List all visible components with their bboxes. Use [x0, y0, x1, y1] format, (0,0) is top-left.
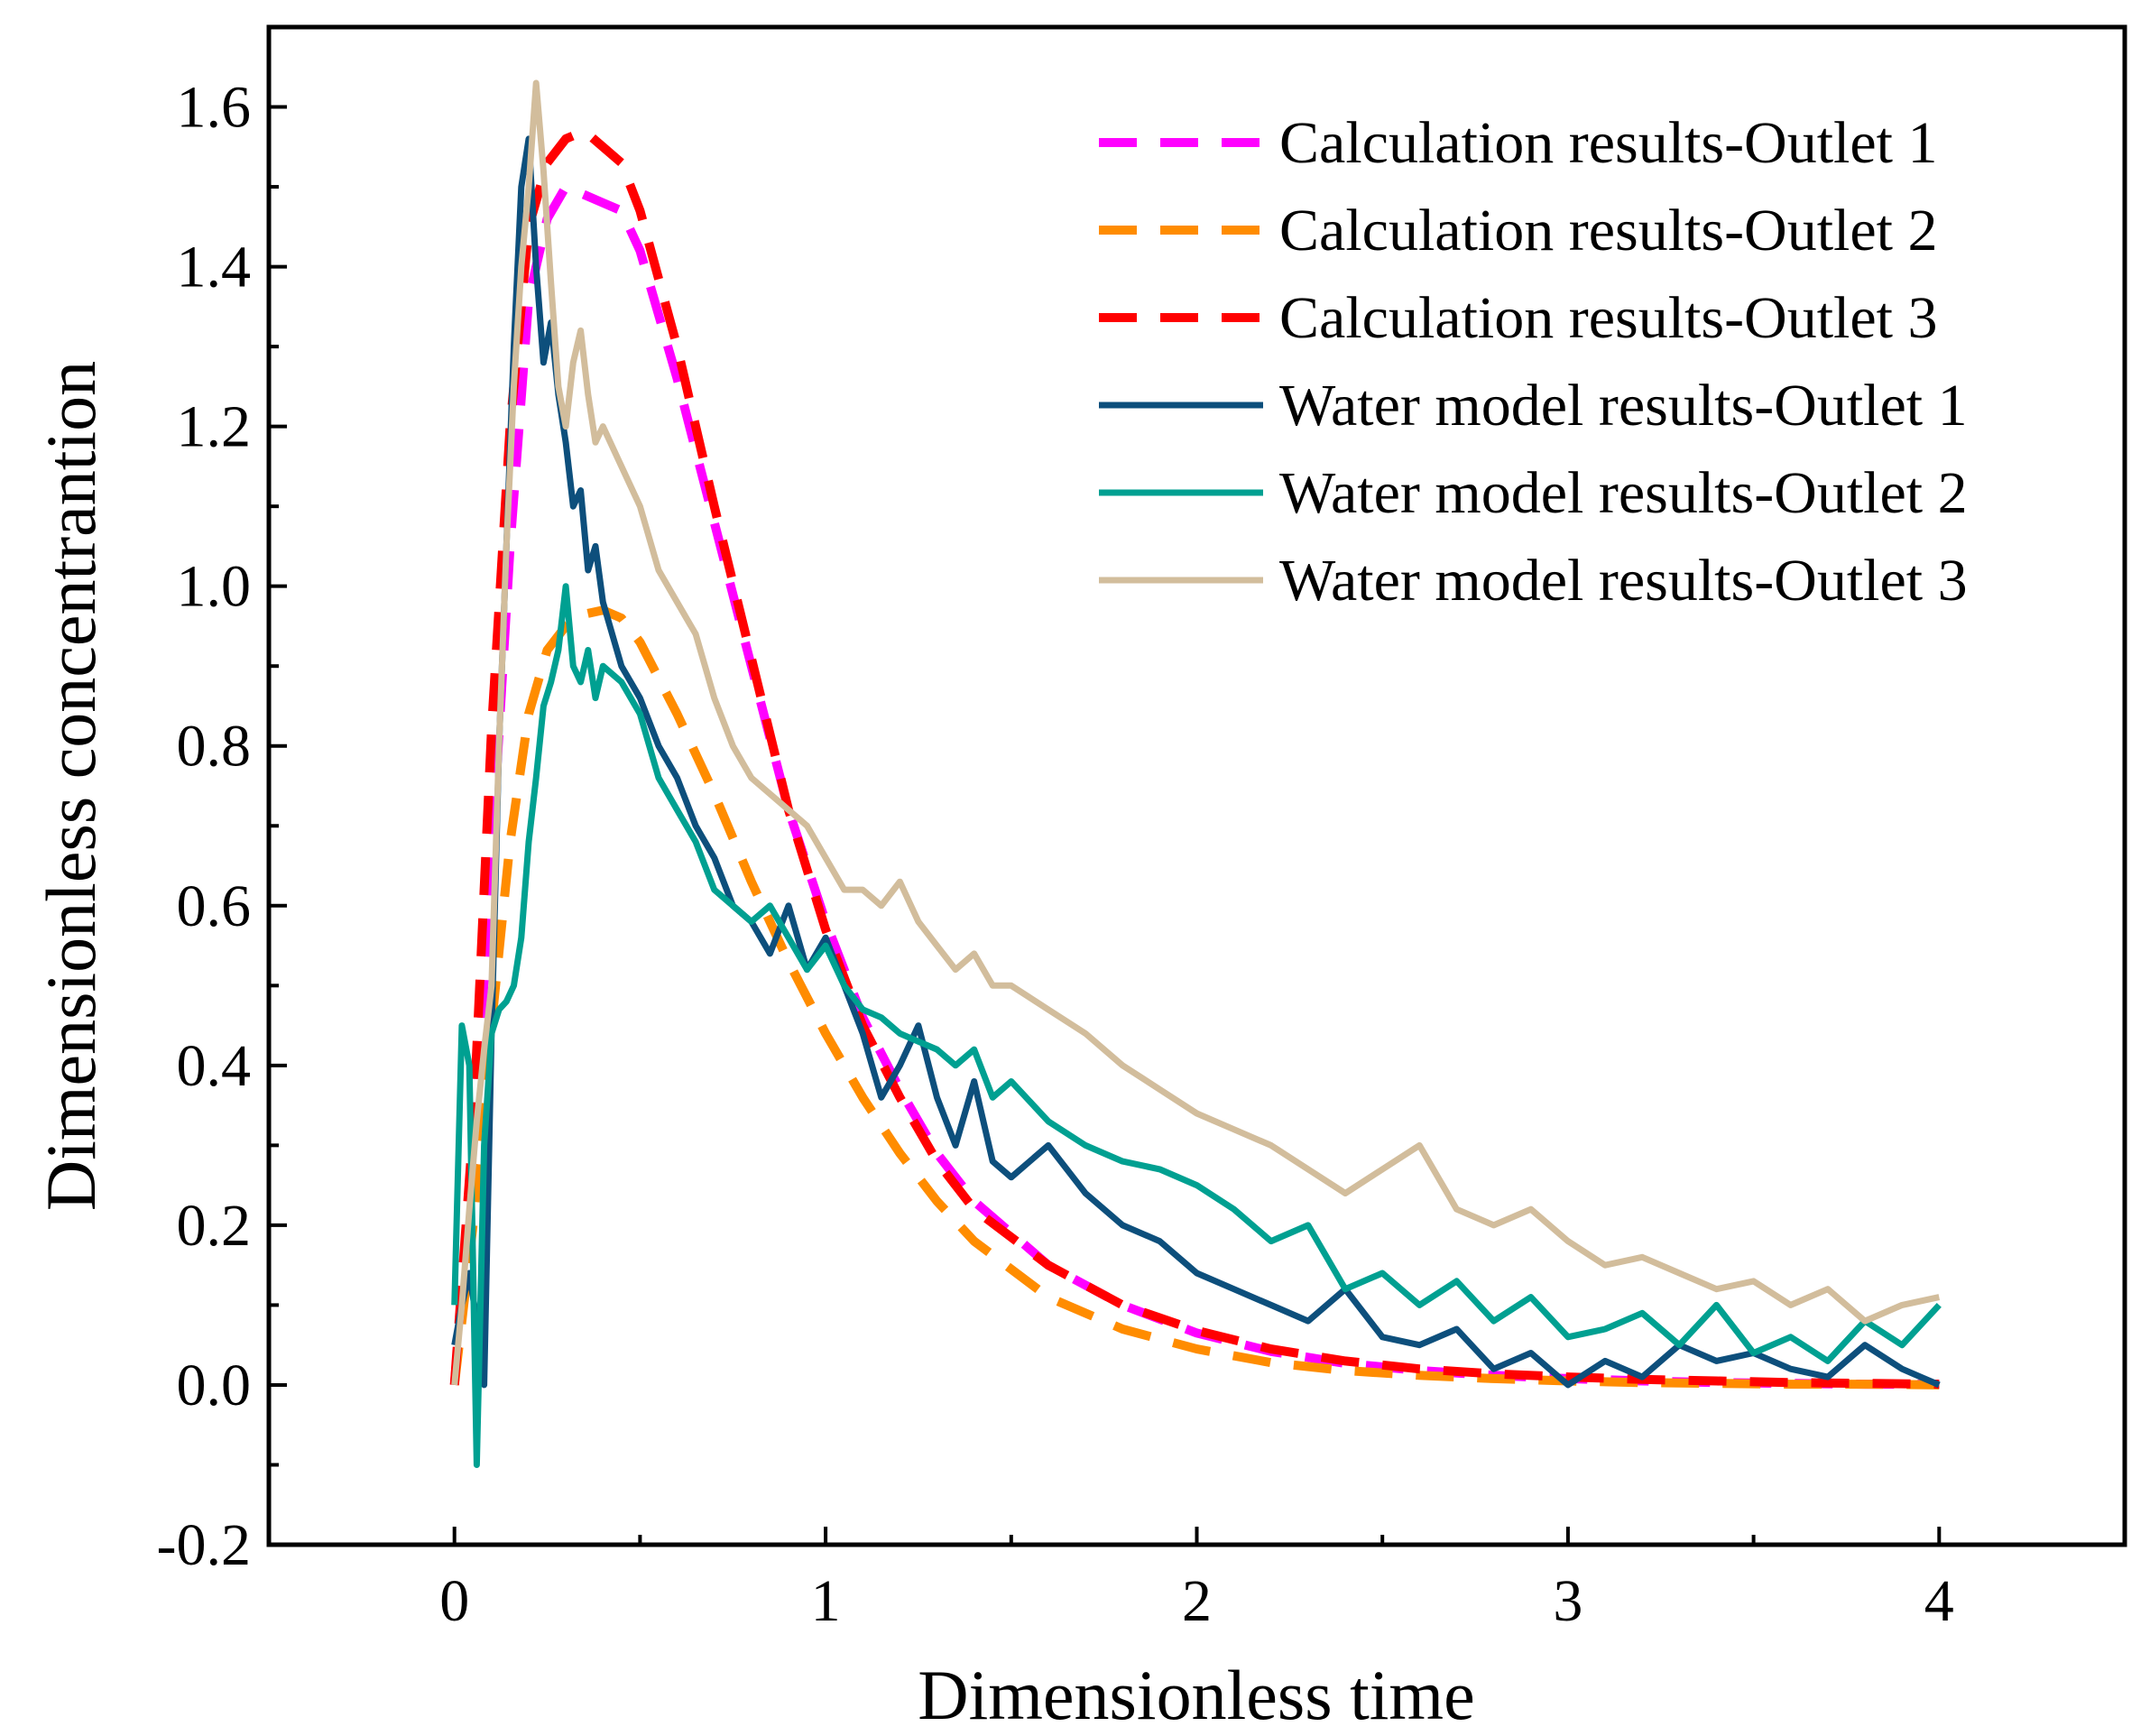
y-tick-label: 0.2: [177, 1193, 252, 1259]
legend-label-2: Calculation results-Outlet 2: [1279, 198, 1938, 263]
x-tick-label: 4: [1924, 1568, 1954, 1634]
y-tick-label: 1.6: [177, 75, 252, 141]
series-line-2: [449, 605, 1940, 1390]
series-layer: [449, 79, 1942, 1468]
legend-label-4: Water model results-Outlet 1: [1279, 373, 1968, 439]
axes-layer: 0 1 2 3 4 -0.2 0.0 0.2 0.4 0.6 0.8 1.0 1.2 1.4 1.6: [157, 75, 1954, 1634]
y-tick-label: -0.2: [157, 1512, 251, 1578]
x-tick-label: 0: [439, 1568, 469, 1634]
y-tick-label: 1.0: [177, 554, 252, 620]
y-tick-label: 0.4: [177, 1033, 252, 1099]
y-tick-label: 0.6: [177, 873, 252, 939]
x-axis-title: Dimensionless time: [918, 1656, 1474, 1734]
x-tick-label: 3: [1553, 1568, 1583, 1634]
legend-label-5: Water model results-Outlet 2: [1279, 460, 1968, 526]
y-tick-label: 0.0: [177, 1353, 252, 1418]
series-line-4: [451, 135, 1941, 1389]
y-tick-label: 1.2: [177, 394, 252, 460]
series-line-5: [451, 583, 1942, 1468]
legend-label-1: Calculation results-Outlet 1: [1279, 110, 1938, 176]
series-line-6: [451, 79, 1941, 1386]
y-tick-label: 1.4: [177, 235, 252, 300]
legend-label-3: Calculation results-Outlet 3: [1279, 285, 1938, 351]
y-axis-title: Dimensionless concentrantion: [32, 361, 110, 1211]
x-tick-label: 1: [811, 1568, 841, 1634]
legend: Calculation results-Outlet 1 Calculation …: [1099, 110, 1968, 614]
y-tick-label: 0.8: [177, 714, 252, 780]
x-tick-label: 2: [1182, 1568, 1212, 1634]
legend-label-6: Water model results-Outlet 3: [1279, 548, 1968, 614]
